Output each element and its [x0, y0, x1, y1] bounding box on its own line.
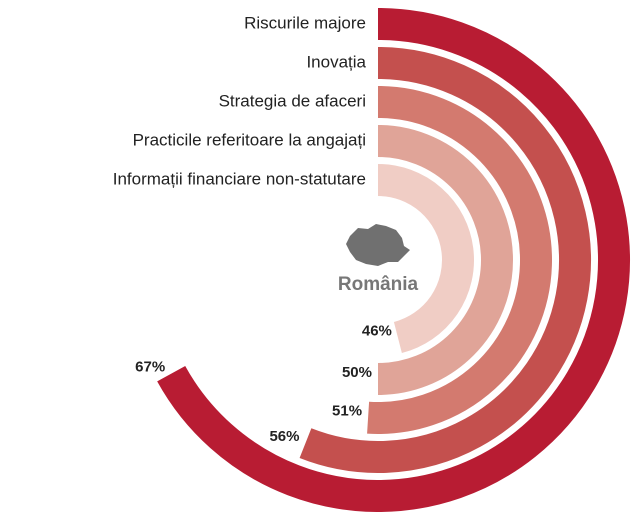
map-icon — [346, 224, 410, 266]
radial-bar — [157, 8, 630, 512]
center-label: România — [338, 274, 419, 295]
category-label: Strategia de afaceri — [219, 91, 366, 110]
value-label: 50% — [342, 364, 372, 381]
radial-bar — [299, 47, 591, 473]
category-label: Inovația — [306, 52, 366, 71]
value-label: 46% — [362, 322, 392, 339]
value-label: 67% — [135, 359, 165, 376]
radial-bar — [367, 86, 552, 434]
value-label: 56% — [269, 428, 299, 445]
radial-bar — [377, 164, 474, 353]
category-label: Riscurile majore — [244, 13, 366, 32]
value-label: 51% — [332, 403, 362, 420]
category-label: Informații financiare non-statutare — [113, 169, 366, 188]
category-label: Practicile referitoare la angajați — [133, 130, 366, 149]
radial-bar — [377, 125, 513, 395]
